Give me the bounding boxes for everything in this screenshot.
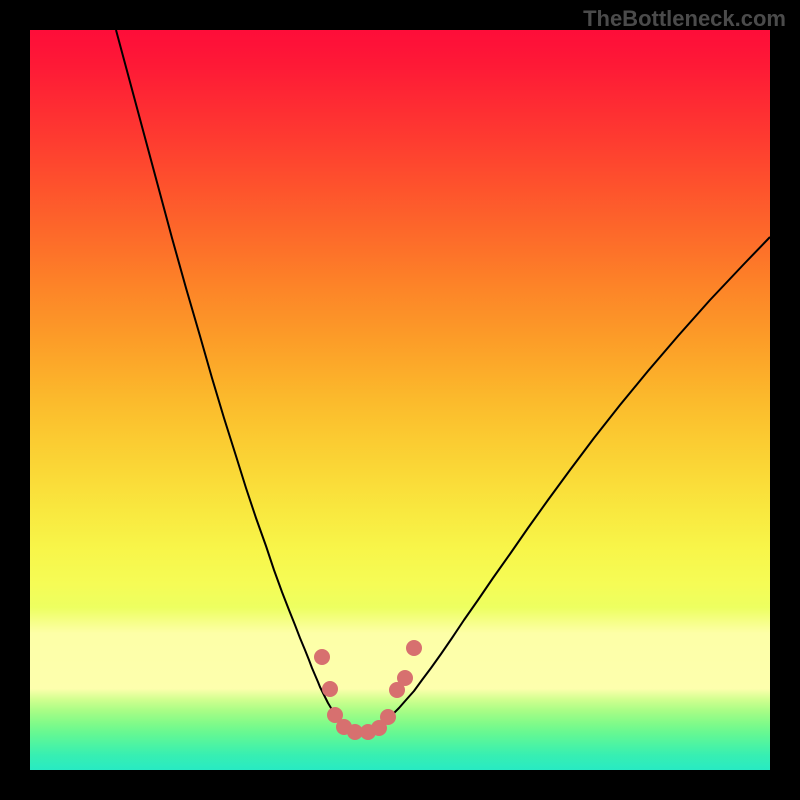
plot-area (30, 30, 770, 770)
source-watermark-link[interactable]: TheBottleneck.com (583, 6, 786, 32)
chart-frame: TheBottleneck.com (0, 0, 800, 800)
